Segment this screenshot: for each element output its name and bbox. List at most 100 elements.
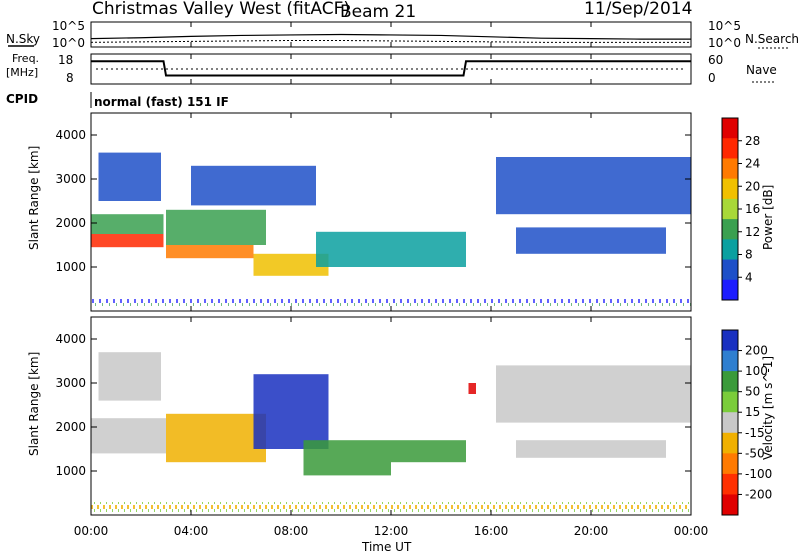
x-tick-label-3: 12:00 [374,524,409,538]
velocity-cbar-tick-5: -50 [745,446,765,460]
velocity-region-5 [391,440,466,463]
power-cbar-swatch-5 [722,219,738,240]
beam-label: Beam 21 [340,2,416,22]
x-tick-label-2: 08:00 [274,524,309,538]
cpid-label: CPID [6,92,38,106]
power-panel: 1000 2000 3000 4000 Slant Range [km] [27,112,692,312]
power-cbar-tick-3: 16 [745,202,760,216]
freq-unit-label: [MHz] [6,66,38,79]
x-tick-label-4: 16:00 [474,524,509,538]
velocity-region-0 [91,418,166,454]
velocity-cbar-swatch-7 [722,473,738,495]
power-colorbar: 4 8 12 16 20 24 28 Power [dB] [721,117,775,301]
velocity-panel: 1000 2000 3000 4000 Slant Range [km] [27,316,692,516]
velocity-cbar-swatch-3 [722,391,738,413]
y-tick-label-3: 4000 [55,332,86,346]
power-regions [91,113,691,311]
power-cbar-tick-0: 4 [745,270,753,284]
velocity-cbar-swatch-6 [722,453,738,475]
power-cbar-tick-1: 8 [745,248,753,262]
velocity-region-4 [303,440,391,476]
power-region-0 [91,234,164,248]
cpid-mode: normal (fast) 151 IF [94,95,229,109]
power-cbar-swatch-2 [722,158,738,180]
nave-label: Nave [746,63,777,77]
power-cbar-swatch-8 [722,279,738,301]
time-axis-label: Time UT [361,540,412,554]
power-region-3 [166,245,254,259]
velocity-cbar-tick-4: -15 [745,426,765,440]
y-tick-label-1: 2000 [55,216,86,230]
y-tick-label-2: 3000 [55,172,86,186]
velocity-cbar-tick-1: 100 [745,364,768,378]
velocity-cbar-swatch-5 [722,432,738,454]
velocity-cbar-swatch-8 [722,494,738,516]
freq-tick-top: 18 [58,53,73,67]
velocity-cbar-tick-3: 15 [745,405,760,419]
velocity-regions [91,317,691,515]
x-tick-label-1: 04:00 [174,524,209,538]
velocity-cbar-swatch-2 [722,371,738,393]
power-region-6 [253,253,329,276]
noise-sky-line [90,33,691,40]
freq-label: Freq. [12,52,39,65]
power-cbar-swatch-7 [722,259,738,281]
power-cbar-swatch-1 [722,138,738,159]
power-colorbar-label: Power [dB] [761,185,775,250]
velocity-region-3 [253,374,329,449]
velocity-cbar-swatch-4 [722,412,738,434]
velocity-y-axis-label: Slant Range [km] [27,352,41,456]
noise-panel: N.Sky 10^5 10^0 10^5 10^0 N.Search [6,19,799,50]
power-region-7 [316,231,466,267]
power-cbar-swatch-4 [722,198,738,220]
power-cbar-swatch-6 [722,239,738,261]
power-region-9 [516,227,666,254]
date-label: 11/Sep/2014 [584,0,692,19]
frequency-line [91,60,691,77]
velocity-region-8 [516,440,666,458]
power-cbar-swatch-0 [722,118,738,139]
noise-left-tick-bottom: 10^0 [52,36,85,50]
velocity-cbar-tick-6: -100 [745,467,772,481]
power-region-2 [98,152,161,201]
power-cbar-tick-5: 24 [745,157,760,171]
power-cbar-tick-6: 28 [745,134,760,148]
velocity-colorbar: 200 100 50 15 -15 -50 -100 -200 Velocity [m s^-… [721,329,775,516]
noise-right-tick-top: 10^5 [708,19,741,33]
power-cbar-swatch-3 [722,178,738,200]
y-tick-label-1: 2000 [55,420,86,434]
velocity-region-1 [98,352,161,401]
nave-tick-bottom: 0 [708,71,716,85]
noise-left-tick-top: 10^5 [52,19,85,33]
velocity-cbar-swatch-0 [722,330,738,352]
y-tick-label-3: 4000 [55,128,86,142]
power-region-8 [496,157,691,215]
noise-right-tick-bottom: 10^0 [708,36,741,50]
velocity-region-7 [496,365,691,423]
power-region-5 [191,165,316,206]
station-title: Christmas Valley West (fitACF) [92,0,350,19]
velocity-colorbar-label: Velocity [m s^-1] [761,356,775,460]
x-tick-label-5: 20:00 [574,524,609,538]
power-cbar-tick-2: 12 [745,225,760,239]
power-y-axis-label: Slant Range [km] [27,146,41,250]
y-tick-label-0: 1000 [55,464,86,478]
nave-tick-top: 60 [708,53,723,67]
y-tick-label-2: 3000 [55,376,86,390]
freq-tick-bottom: 8 [66,71,74,85]
power-region-4 [166,209,266,245]
power-cbar-tick-4: 20 [745,179,760,193]
velocity-cbar-swatch-1 [722,350,738,372]
velocity-cbar-tick-7: -200 [745,487,772,501]
velocity-region-2 [166,413,266,463]
time-axis: 00:00 04:00 08:00 12:00 16:00 20:00 00:00 [74,22,708,538]
noise-left-label: N.Sky [6,32,40,46]
y-tick-label-0: 1000 [55,260,86,274]
noise-right-label: N.Search [745,32,799,46]
velocity-cbar-tick-2: 50 [745,385,760,399]
velocity-cbar-tick-0: 200 [745,344,768,358]
x-tick-label-0: 00:00 [74,524,109,538]
velocity-region-6 [468,383,476,394]
power-region-1 [91,214,164,234]
